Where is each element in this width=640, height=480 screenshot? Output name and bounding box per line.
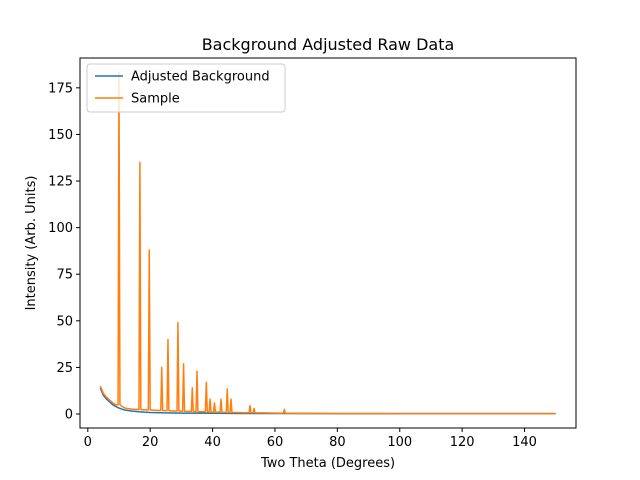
y-tick-label: 150 <box>48 128 73 143</box>
plot-frame <box>79 57 577 429</box>
x-tick-label: 120 <box>450 435 475 450</box>
legend-label: Sample <box>131 92 180 107</box>
y-tick-label: 0 <box>65 408 73 423</box>
y-tick-label: 25 <box>56 361 73 376</box>
x-tick-label: 100 <box>387 435 412 450</box>
x-axis-label: Two Theta (Degrees) <box>260 456 395 471</box>
x-tick-label: 140 <box>512 435 537 450</box>
x-tick-label: 0 <box>84 435 92 450</box>
legend-label: Adjusted Background <box>131 70 270 85</box>
x-axis: 0 20 40 60 80 100 120 140 <box>84 428 537 450</box>
y-axis: 0 25 50 75 100 125 150 175 <box>48 81 80 423</box>
x-tick-label: 20 <box>142 435 159 450</box>
legend: Adjusted Background Sample <box>86 63 286 113</box>
legend-box <box>86 63 286 113</box>
y-axis-label: Intensity (Arb. Units) <box>24 176 39 311</box>
chart-title: Background Adjusted Raw Data <box>202 35 455 54</box>
x-tick-label: 40 <box>204 435 221 450</box>
y-tick-label: 75 <box>56 268 73 283</box>
y-tick-label: 100 <box>48 221 73 236</box>
y-tick-label: 175 <box>48 81 73 96</box>
series-line-sample <box>99 72 556 415</box>
x-tick-label: 60 <box>267 435 284 450</box>
y-tick-label: 125 <box>48 175 73 190</box>
x-tick-label: 80 <box>329 435 346 450</box>
y-tick-label: 50 <box>56 314 73 329</box>
